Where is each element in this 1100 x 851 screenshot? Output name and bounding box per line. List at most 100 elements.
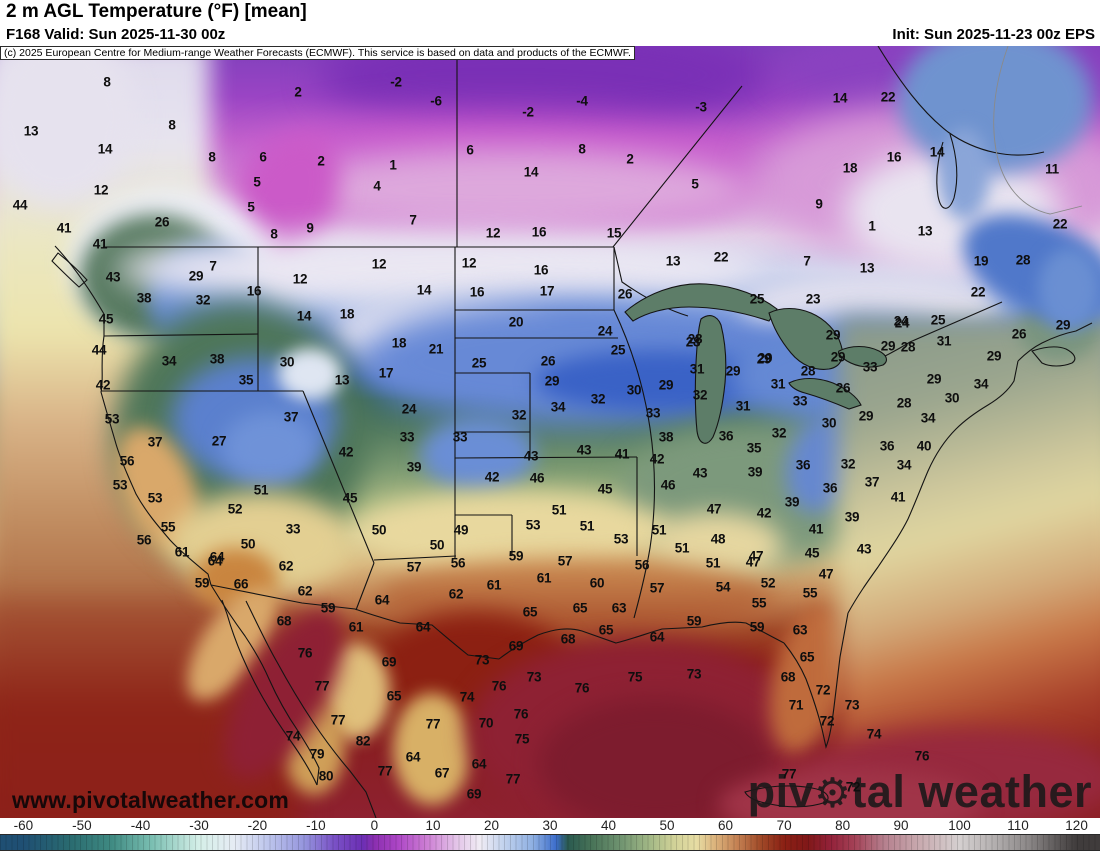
temp-label: 65 [598,622,614,638]
temp-label: 32 [195,292,211,308]
temp-label: 33 [452,429,468,445]
temp-label: 50 [371,522,387,538]
temp-label: 65 [522,604,538,620]
temp-label: 62 [448,586,464,602]
temp-label: 69 [466,786,482,802]
temp-label: 53 [525,517,541,533]
ca-az-border [355,562,375,611]
temp-label: 80 [318,768,334,784]
temp-label: 46 [660,477,676,493]
temp-label: 54 [715,579,731,595]
mississippi-river [613,309,656,619]
temp-label: 39 [747,464,763,480]
temp-label: 38 [658,429,674,445]
temp-label: 31 [689,361,705,377]
temp-label: 6 [466,142,474,158]
temp-label: 62 [278,558,294,574]
temp-label: 7 [409,212,417,228]
temp-label: 19 [973,253,989,269]
temp-label: 59 [686,613,702,629]
colorbar-tick: 40 [601,818,617,833]
temp-label: 77 [330,712,346,728]
temp-label: 29 [756,351,772,367]
temp-label: 47 [706,501,722,517]
temp-label: 23 [805,291,821,307]
temp-label: 18 [842,160,858,176]
temp-label: 6 [259,149,267,165]
temp-label: 42 [649,451,665,467]
colorbar-tick: 100 [948,818,971,833]
colorbar-ticks: -60 -50 -40 -30 -20 -10 0 10 20 30 40 50 60 70 80 90 100… [0,818,1100,833]
temp-label: 43 [523,448,539,464]
temp-label: 29 [926,371,942,387]
colorbar-tick: -40 [130,818,151,833]
temp-label: 64 [471,756,487,772]
temp-label: 25 [471,355,487,371]
temp-label: 9 [306,220,314,236]
temp-label: 11 [1045,161,1059,177]
temp-label: 53 [104,411,120,427]
atlantic-coastline [847,360,1019,614]
temp-label: 28 [685,334,701,350]
temp-label: 77 [314,678,330,694]
temp-label: 12 [371,256,387,272]
ne-ks-border [454,456,638,459]
temp-label: 9 [815,196,823,212]
temp-label: 45 [98,311,114,327]
temp-label: 16 [886,149,902,165]
temp-label: 62 [297,583,313,599]
temp-label: 73 [526,669,542,685]
temp-label: 69 [381,654,397,670]
temp-label: 33 [792,393,808,409]
temp-label: 14 [97,141,113,157]
utah-blue [222,412,317,484]
temp-label: 68 [276,613,292,629]
temp-label: 13 [859,260,875,276]
temp-label: 76 [491,678,507,694]
brand-text-left: piv [747,766,815,817]
temp-label: 29 [825,327,841,343]
temp-label: 13 [23,123,39,139]
temp-label: 33 [285,521,301,537]
temp-label: 30 [821,415,837,431]
temp-label: 32 [590,391,606,407]
temp-label: 67 [434,765,450,781]
temp-label: 72 [819,713,835,729]
colorbar-tick: 90 [893,818,909,833]
temp-label: 57 [406,559,422,575]
temperature-field [0,46,1100,818]
temp-label: 43 [105,269,121,285]
init-time: Init: Sun 2025-11-23 00z EPS [892,26,1095,43]
temp-label: 22 [713,249,729,265]
temp-label: 7 [803,253,811,269]
temp-label: 41 [614,446,630,462]
nv-az-border [373,555,457,561]
temp-label: 51 [705,555,721,571]
temp-label: 5 [691,176,699,192]
temp-label: -6 [430,93,442,109]
temp-label: 32 [692,387,708,403]
colorbar-tick: -60 [13,818,34,833]
colorado-blue [420,418,535,490]
temp-label: 4 [373,178,381,194]
ca-nv-border [302,390,375,564]
vancouver-island [51,252,88,288]
temp-label: 64 [405,749,421,765]
temp-label: 41 [92,236,108,252]
temp-label: 75 [627,669,643,685]
temp-label: 33 [399,429,415,445]
temp-label: 43 [856,541,872,557]
temp-label: 61 [486,577,502,593]
temp-label: 14 [296,308,312,324]
temp-label: 26 [154,214,170,230]
temp-label: 34 [550,399,566,415]
temp-label: 24 [894,315,910,331]
temp-label: 51 [579,518,595,534]
temp-label: 66 [233,576,249,592]
temp-label: 61 [536,570,552,586]
temp-label: 29 [188,268,204,284]
temp-label: 50 [429,537,445,553]
temp-label: 59 [749,619,765,635]
valid-time: F168 Valid: Sun 2025-11-30 00z [6,26,226,43]
temp-label: 22 [970,284,986,300]
